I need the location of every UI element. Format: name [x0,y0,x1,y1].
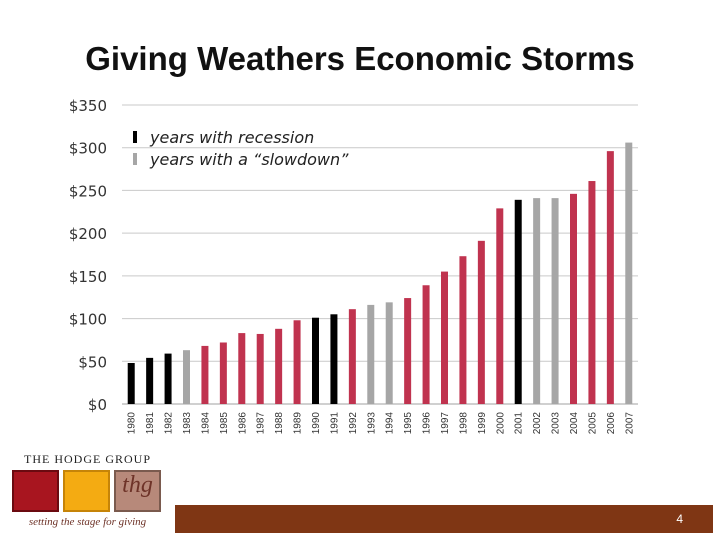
logo-brown-square [114,470,161,512]
x-tick-label: 1998 [458,412,469,435]
giving-bar-chart: $0 $50 $100 $150 $200 $250 $300 $350 1980 1981 198… [69,97,638,435]
x-tick-label: 1999 [477,412,488,435]
bar-2002 [533,198,541,404]
x-tick-label: 1983 [182,412,193,435]
x-tick-label: 2003 [551,412,562,435]
bar-1984 [201,345,209,404]
page-number: 4 [676,512,683,526]
bar-1999 [477,240,485,404]
x-tick-label: 1987 [256,412,267,435]
x-tick-label: 1986 [237,412,248,435]
bar-1992 [348,309,356,404]
x-tick-label: 2007 [624,412,635,435]
x-tick-label: 2004 [569,412,580,435]
x-tick-label: 2000 [495,412,506,435]
bar-1991 [330,314,338,404]
footer-bar: 4 [175,505,713,533]
bar-2001 [514,199,522,404]
bar-1983 [183,350,190,404]
x-tick-label: 1992 [348,412,359,435]
slide-title: Giving Weathers Economic Storms [85,40,635,77]
y-tick-label: $150 [69,268,107,286]
bar-1988 [275,328,283,404]
bar-1996 [422,285,430,404]
x-tick-label: 2005 [587,412,598,435]
bar-1998 [459,256,467,404]
bar-2004 [570,193,577,404]
bar-1995 [404,298,412,404]
x-tick-label: 1995 [403,412,414,435]
y-tick-label: $300 [69,140,107,158]
bar-1990 [312,317,319,404]
bar-2003 [551,198,559,404]
bar-1982 [164,353,172,404]
x-tick-label: 1997 [440,412,451,435]
bar-1987 [256,333,264,404]
legend-swatch-slowdown [133,153,137,165]
logo-monogram: thg [122,472,153,498]
bar-2005 [588,181,596,404]
bar-2007 [625,142,633,405]
bar-1981 [146,357,154,404]
bar-2006 [606,151,614,404]
x-tick-label: 1985 [219,412,230,435]
x-tick-label: 1991 [329,412,340,435]
bar-1985 [219,342,227,404]
y-tick-label: $250 [69,182,107,200]
legend-label-slowdown: years with a “slowdown” [149,150,349,169]
bar-1980 [127,362,135,404]
x-tick-label: 1990 [311,412,322,435]
y-tick-label: $200 [69,225,107,243]
x-tick-label: 1996 [422,412,433,435]
x-tick-label: 1994 [385,412,396,435]
legend-swatch-recession [133,131,137,143]
y-tick-label: $50 [78,353,107,371]
x-tick-label: 2001 [514,412,525,435]
x-tick-label: 1981 [145,412,156,435]
y-tick-label: $100 [69,311,107,329]
logo-name: THE HODGE GROUP [24,452,151,466]
logo-tagline: setting the stage for giving [28,516,147,528]
y-tick-label: $350 [69,97,107,115]
y-tick-label: $0 [88,396,107,414]
x-tick-label: 2006 [606,412,617,435]
x-tick-label: 1982 [164,412,175,435]
x-tick-label: 1989 [293,412,304,435]
bar-2000 [496,208,504,404]
x-tick-label: 1988 [274,412,285,435]
x-tick-label: 1993 [366,412,377,435]
bar-1997 [441,271,448,404]
bar-1994 [385,302,393,404]
hodge-group-logo: THE HODGE GROUP thg setting the stage fo… [10,452,165,534]
x-tick-label: 2002 [532,412,543,435]
logo-gold-square [63,470,110,512]
logo-red-square [12,470,59,512]
bar-1989 [293,320,301,404]
bar-1993 [367,304,375,404]
bar-1986 [238,333,246,404]
x-tick-label: 1980 [127,412,138,435]
legend-label-recession: years with recession [149,128,314,147]
x-tick-label: 1984 [200,412,211,435]
